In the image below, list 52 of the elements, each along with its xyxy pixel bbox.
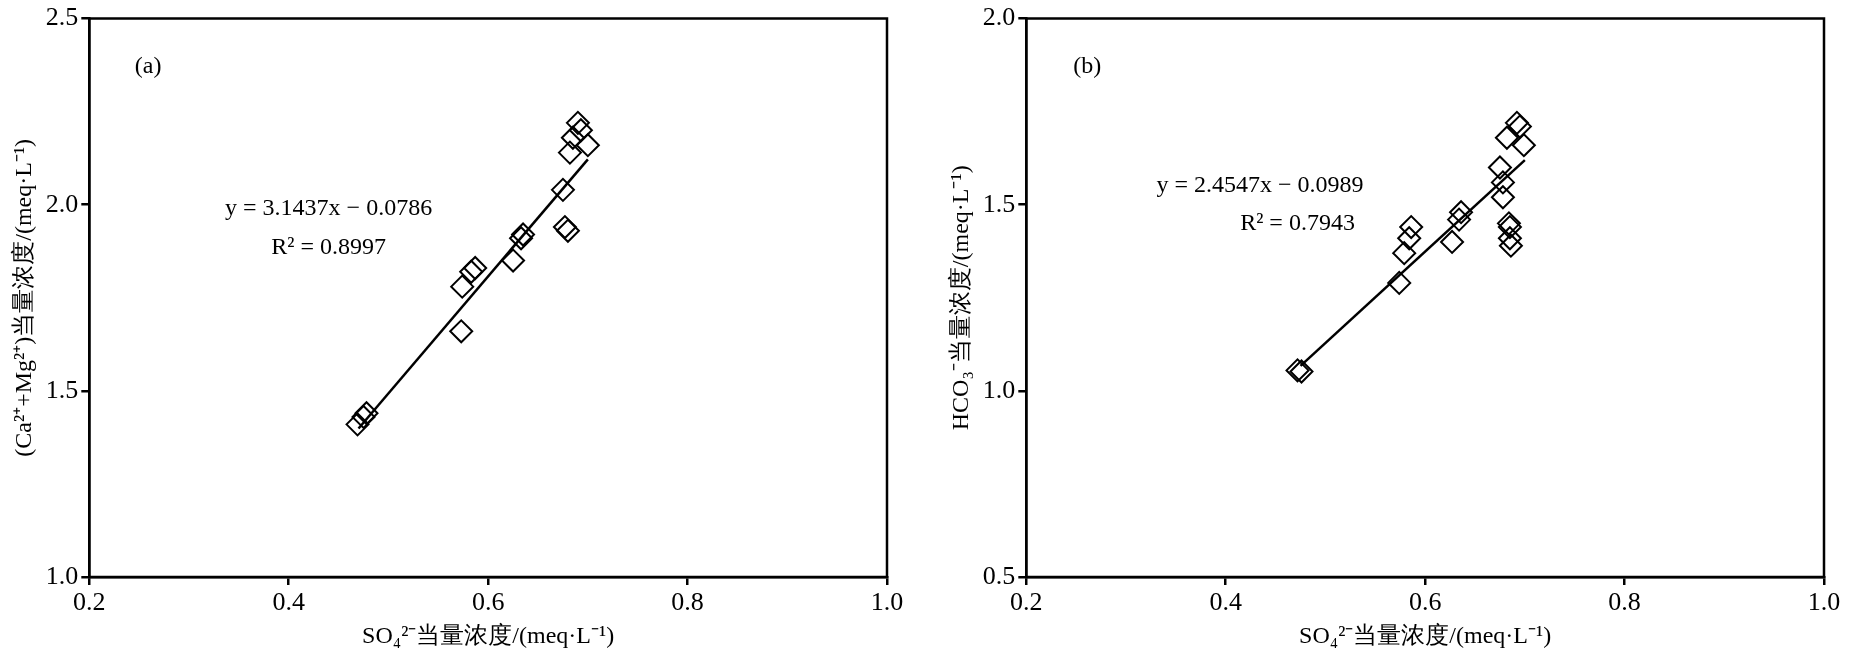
point (1490, 185, 1515, 210)
x-tick-label: 0.6 (471, 587, 505, 617)
point (550, 177, 575, 202)
x-tick-label: 0.2 (73, 587, 106, 617)
point (1498, 233, 1523, 258)
x-tick-label: 0.2 (1010, 587, 1043, 617)
y-tick-label: 1.5 (982, 188, 1016, 218)
annotation: R² = 0.7943 (1240, 208, 1355, 235)
point (575, 133, 600, 158)
point (345, 412, 370, 437)
x-axis-title: SO₄²⁻当量浓度/(meq·L⁻¹) (362, 621, 615, 648)
annotation: y = 2.4547x − 0.0989 (1156, 171, 1364, 198)
x-tick-label: 1.0 (870, 587, 904, 617)
point (449, 319, 474, 344)
y-tick-label: 1.0 (45, 560, 79, 590)
y-tick-label: 2.0 (982, 2, 1016, 32)
point (568, 118, 593, 143)
point (1440, 229, 1465, 254)
point (1494, 125, 1519, 150)
point (1387, 270, 1412, 295)
annotation: (b) (1073, 51, 1102, 78)
point (1487, 155, 1512, 180)
y-tick-label: 2.5 (45, 2, 79, 32)
x-tick-label: 1.0 (1807, 587, 1841, 617)
point (1447, 207, 1472, 232)
point (1392, 241, 1417, 266)
y-axis-title: (Ca²⁺+Mg²⁺)当量浓度/(meq·L⁻¹) (9, 138, 36, 457)
x-tick-label: 0.4 (272, 587, 305, 617)
annotation: R² = 0.8997 (271, 232, 386, 259)
point (1397, 226, 1422, 251)
y-tick-label: 2.0 (45, 188, 79, 218)
y-tick-label: 1.5 (45, 374, 79, 404)
x-tick-label: 0.8 (671, 587, 704, 617)
point (450, 274, 475, 299)
y-tick-label: 1.0 (982, 374, 1016, 404)
point (501, 248, 526, 273)
point (1497, 226, 1522, 251)
x-tick-label: 0.8 (1608, 587, 1641, 617)
x-tick-label: 0.4 (1209, 587, 1242, 617)
y-axis-title: HCO₃⁻当量浓度/(meq·L⁻¹) (946, 165, 973, 431)
annotation: y = 3.1437x − 0.0786 (225, 193, 433, 220)
point (557, 140, 582, 165)
point (1490, 170, 1515, 195)
x-tick-label: 0.6 (1408, 587, 1442, 617)
x-axis-title: SO₄²⁻当量浓度/(meq·L⁻¹) (1299, 621, 1552, 648)
y-tick-label: 0.5 (982, 560, 1016, 590)
point (1449, 200, 1474, 225)
point (560, 125, 585, 150)
annotation: (a) (134, 52, 162, 79)
point (1399, 215, 1424, 240)
point (1511, 133, 1536, 158)
point (565, 110, 590, 135)
